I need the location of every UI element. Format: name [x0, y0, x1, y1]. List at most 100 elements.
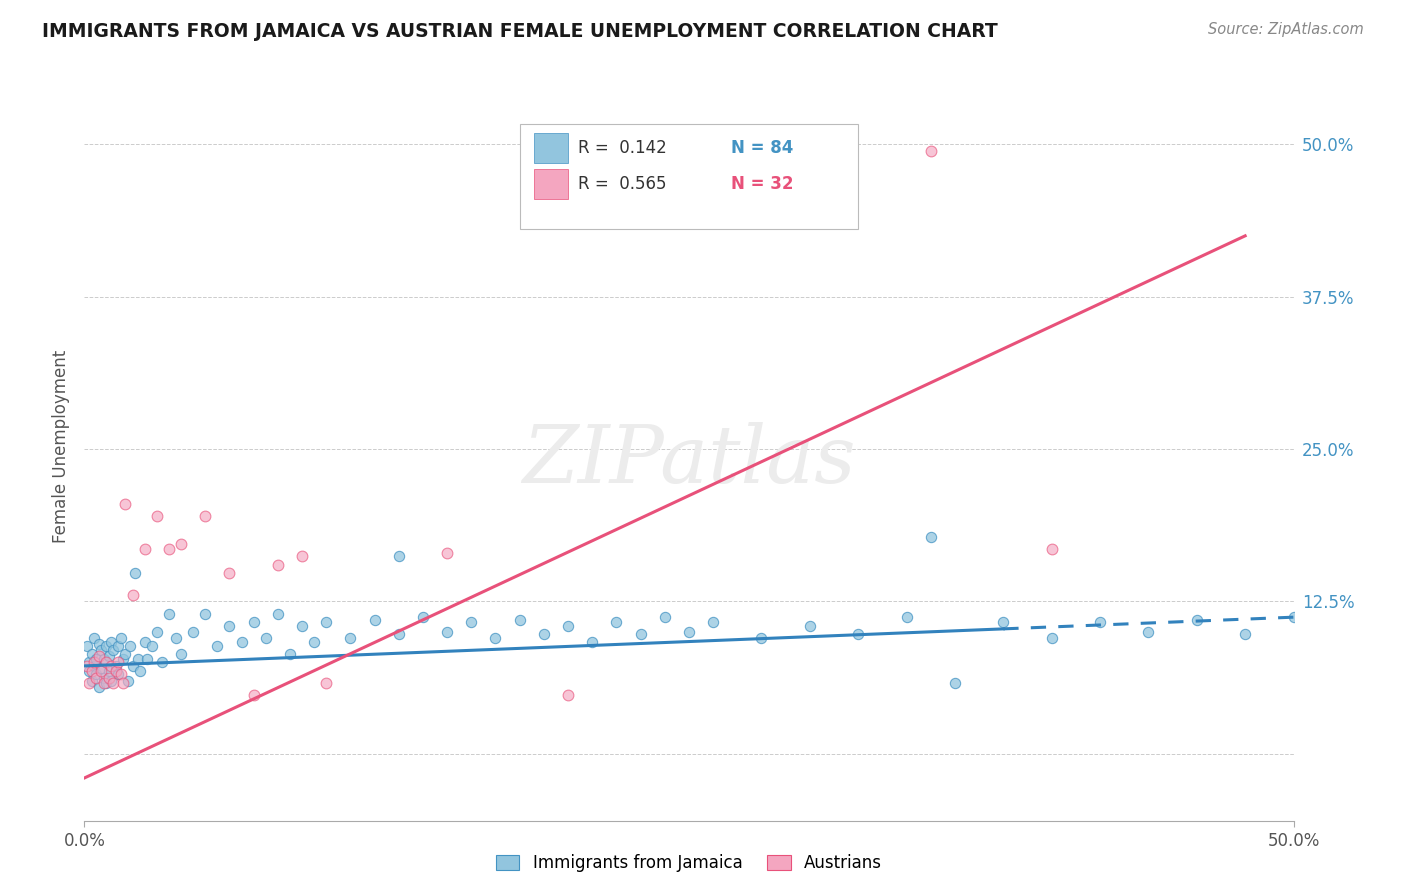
FancyBboxPatch shape — [520, 124, 858, 228]
Point — [129, 664, 152, 678]
Point — [605, 615, 627, 629]
Point — [315, 615, 337, 629]
Point — [100, 673, 122, 688]
Point — [136, 651, 159, 665]
Point — [1234, 627, 1257, 641]
Text: N = 84: N = 84 — [731, 139, 793, 157]
Point — [87, 637, 110, 651]
Point — [678, 624, 700, 639]
Point — [388, 549, 411, 564]
Point — [557, 618, 579, 632]
Point — [388, 627, 411, 641]
Point — [920, 530, 942, 544]
Point — [581, 634, 603, 648]
Point — [194, 607, 217, 621]
Point — [799, 618, 821, 632]
Point — [291, 549, 314, 564]
Point — [1282, 610, 1305, 624]
Point — [920, 144, 942, 158]
Point — [86, 651, 108, 665]
Point — [103, 643, 125, 657]
Point — [83, 659, 105, 673]
Text: R =  0.565: R = 0.565 — [578, 175, 666, 193]
Point — [896, 610, 918, 624]
Point — [94, 640, 117, 654]
Point — [80, 664, 103, 678]
Point — [104, 659, 127, 673]
Text: Source: ZipAtlas.com: Source: ZipAtlas.com — [1208, 22, 1364, 37]
Point — [93, 651, 115, 665]
Point — [218, 618, 240, 632]
Point — [83, 631, 105, 645]
Point — [194, 509, 217, 524]
Point — [157, 541, 180, 556]
Point — [100, 634, 122, 648]
Legend: Immigrants from Jamaica, Austrians: Immigrants from Jamaica, Austrians — [496, 855, 882, 872]
Point — [114, 497, 136, 511]
Point — [943, 676, 966, 690]
Point — [121, 588, 143, 602]
Point — [97, 649, 120, 664]
Point — [120, 640, 142, 654]
Point — [436, 624, 458, 639]
Point — [94, 676, 117, 690]
Point — [218, 566, 240, 581]
Point — [104, 664, 127, 678]
Point — [83, 655, 105, 669]
Point — [93, 671, 115, 685]
Point — [80, 647, 103, 661]
Point — [146, 509, 169, 524]
Point — [107, 655, 129, 669]
Point — [90, 661, 112, 675]
Point — [150, 655, 173, 669]
Point — [242, 615, 264, 629]
Point — [87, 680, 110, 694]
Point — [97, 664, 120, 678]
Point — [484, 631, 506, 645]
Point — [993, 615, 1015, 629]
Point — [170, 537, 193, 551]
Point — [1040, 631, 1063, 645]
Point — [1137, 624, 1160, 639]
Point — [207, 640, 229, 654]
Point — [231, 634, 253, 648]
Point — [134, 541, 156, 556]
Point — [157, 607, 180, 621]
Y-axis label: Female Unemployment: Female Unemployment — [52, 350, 70, 542]
Point — [267, 607, 290, 621]
Point — [702, 615, 724, 629]
Point — [94, 655, 117, 669]
Point — [1040, 541, 1063, 556]
Point — [100, 659, 122, 673]
Point — [107, 667, 129, 681]
Point — [110, 667, 132, 681]
Bar — [534, 169, 568, 199]
Point — [121, 659, 143, 673]
Point — [127, 651, 149, 665]
Point — [436, 546, 458, 560]
Point — [751, 631, 773, 645]
Point — [557, 688, 579, 702]
Point — [77, 676, 100, 690]
Point — [93, 676, 115, 690]
Text: R =  0.142: R = 0.142 — [578, 139, 666, 157]
Point — [181, 624, 204, 639]
Point — [630, 627, 652, 641]
Point — [76, 659, 98, 673]
Point — [112, 651, 135, 665]
Point — [112, 676, 135, 690]
Point — [278, 647, 301, 661]
Point — [90, 664, 112, 678]
Point — [107, 640, 129, 654]
Point — [77, 664, 100, 678]
Point — [846, 627, 869, 641]
Point — [80, 673, 103, 688]
Point — [242, 688, 264, 702]
Point — [460, 615, 482, 629]
Point — [90, 643, 112, 657]
Text: ZIPatlas: ZIPatlas — [522, 422, 856, 500]
Point — [141, 640, 163, 654]
Point — [315, 676, 337, 690]
Point — [302, 634, 325, 648]
Text: IMMIGRANTS FROM JAMAICA VS AUSTRIAN FEMALE UNEMPLOYMENT CORRELATION CHART: IMMIGRANTS FROM JAMAICA VS AUSTRIAN FEMA… — [42, 22, 998, 41]
